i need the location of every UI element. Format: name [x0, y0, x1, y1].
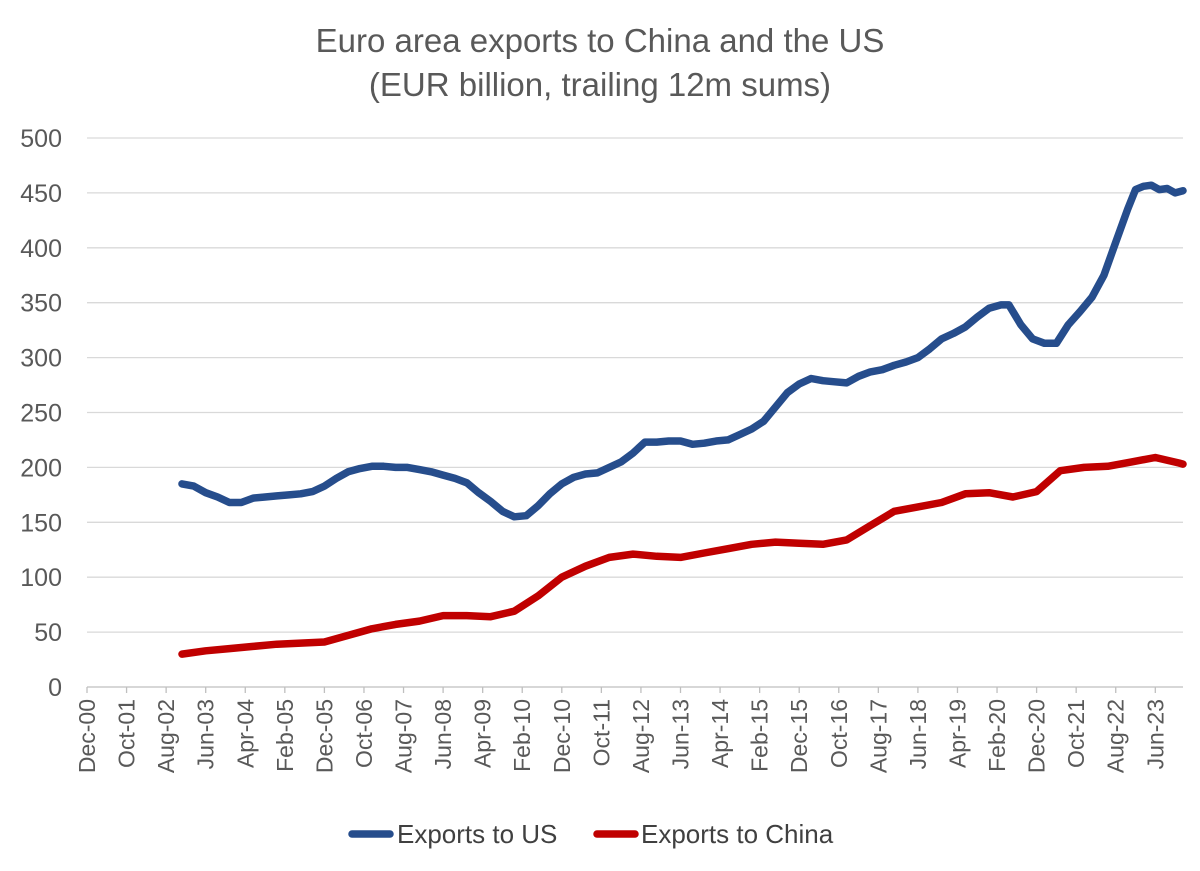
x-tick-label: Dec-15 [786, 699, 812, 773]
x-tick-label: Dec-00 [74, 699, 100, 773]
y-tick-label: 250 [20, 400, 62, 428]
y-tick-label: 350 [20, 290, 62, 318]
x-tick-label: Oct-21 [1063, 699, 1089, 768]
x-tick-label: Dec-05 [311, 699, 337, 773]
gridlines [87, 137, 1183, 633]
x-tick-label: Oct-16 [826, 699, 852, 768]
x-tick-label: Dec-10 [549, 699, 575, 773]
x-tick-label: Feb-20 [984, 699, 1010, 772]
y-tick-label: 450 [20, 180, 62, 208]
series-line-exports-to-us [178, 181, 1187, 521]
x-tick-label: Apr-14 [707, 699, 733, 768]
legend: Exports to US Exports to China [348, 819, 834, 849]
y-tick-label: 100 [20, 564, 62, 592]
x-tick-label: Oct-11 [588, 699, 614, 766]
x-tick-label: Dec-20 [1024, 699, 1050, 773]
chart-title: Euro area exports to China and the US [316, 22, 885, 59]
y-tick-label: 0 [48, 674, 62, 702]
y-tick-label: 50 [34, 619, 62, 647]
x-tick-label: Aug-02 [153, 699, 179, 773]
x-tick-label: Oct-06 [351, 699, 377, 768]
legend-label: Exports to US [397, 819, 557, 849]
x-tick-label: Feb-10 [509, 699, 535, 772]
y-tick-label: 150 [20, 509, 62, 537]
legend-label: Exports to China [641, 819, 834, 849]
chart-subtitle: (EUR billion, trailing 12m sums) [369, 66, 831, 103]
x-tick-label: Aug-12 [628, 699, 654, 773]
x-tick-label: Jun-13 [668, 699, 694, 769]
y-tick-label: 500 [20, 125, 62, 153]
x-tick-label: Feb-05 [272, 699, 298, 772]
x-tick-label: Jun-23 [1142, 699, 1168, 769]
x-tick-label: Jun-18 [905, 699, 931, 769]
x-tick-label: Feb-15 [747, 699, 773, 772]
x-tick-label: Apr-04 [232, 699, 258, 768]
x-tick-label: Apr-09 [470, 699, 496, 768]
y-tick-label: 200 [20, 454, 62, 482]
series-line-exports-to-china [178, 453, 1187, 658]
x-tick-label: Jun-03 [193, 699, 219, 769]
x-tick-label: Oct-01 [114, 699, 140, 768]
x-tick-label: Aug-22 [1103, 699, 1129, 773]
x-tick-label: Aug-17 [865, 699, 891, 773]
axes: 0 50 100 150 200 250 300 350 400 450 500 Dec-00 Oct-… [20, 125, 1183, 773]
y-tick-label: 300 [20, 345, 62, 373]
x-tick-label: Jun-08 [430, 699, 456, 769]
series-lines [178, 181, 1187, 658]
x-tick-label: Apr-19 [944, 699, 970, 768]
y-tick-label: 400 [20, 235, 62, 263]
x-tick-label: Aug-07 [391, 699, 417, 773]
